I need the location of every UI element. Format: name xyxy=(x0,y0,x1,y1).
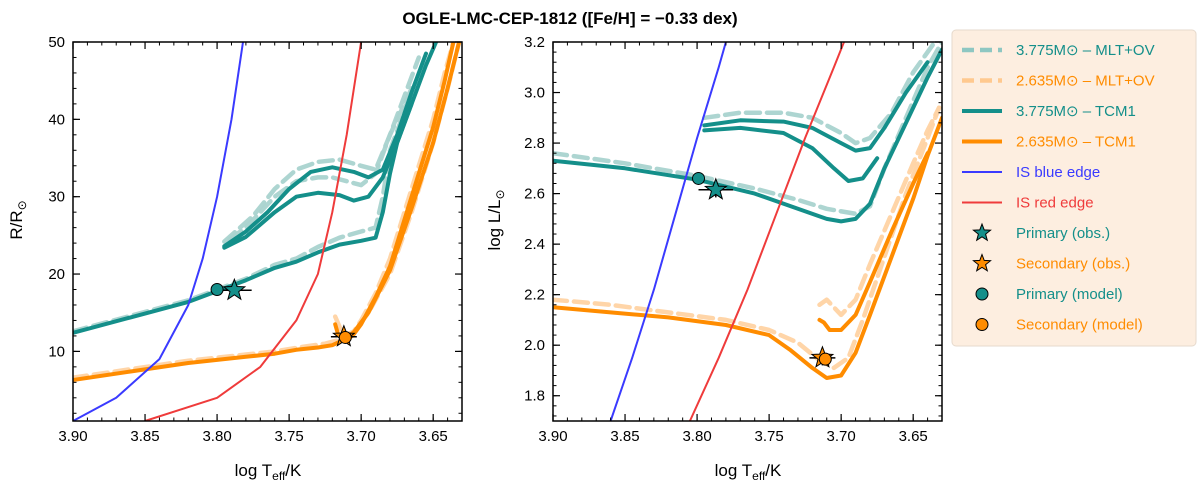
legend-label-secondary-obs: Secondary (obs.) xyxy=(1016,256,1130,273)
luminosity-ytick-label: 1.8 xyxy=(524,388,545,405)
luminosity-line-is-red-edge xyxy=(688,42,845,421)
radius-panel-ylabel: R/R⊙ xyxy=(7,200,29,239)
radius-line-3-775m-tcm1-upper xyxy=(222,51,428,249)
radius-ytick-label: 40 xyxy=(48,111,65,128)
legend-label-3-775m-tcm1: 3.775M⊙ – TCM1 xyxy=(1016,103,1136,120)
luminosity-ytick-label: 2.6 xyxy=(524,186,545,203)
radius-panel-xlabel: log Teff/K xyxy=(235,461,302,483)
radius-xtick-label: 3.70 xyxy=(347,428,376,445)
radius-series-group xyxy=(73,42,462,421)
luminosity-xtick-label: 3.70 xyxy=(827,428,856,445)
legend-frame xyxy=(951,29,1197,347)
chart-title: OGLE-LMC-CEP-1812 ([Fe/H] = −0.33 dex) xyxy=(402,9,737,28)
luminosity-line-2-635m-tcm1 xyxy=(553,115,942,380)
legend-label-is-red-edge: IS red edge xyxy=(1016,195,1094,212)
luminosity-ytick-label: 2.2 xyxy=(524,287,545,304)
radius-xtick-label: 3.85 xyxy=(130,428,159,445)
radius-xtick-label: 3.90 xyxy=(58,428,87,445)
radius-line-3-775m-mlt-ov-upper xyxy=(222,55,422,244)
luminosity-ytick-label: 2.8 xyxy=(524,135,545,152)
luminosity-xtick-label: 3.85 xyxy=(610,428,639,445)
radius-line-2-635m-mlt-ov xyxy=(73,42,462,380)
legend-label-3-775m-mlt-ov: 3.775M⊙ – MLT+OV xyxy=(1016,42,1155,59)
radius-marker-secondary-model xyxy=(338,330,352,344)
luminosity-marker-primary-model xyxy=(692,171,706,185)
luminosity-xtick-label: 3.90 xyxy=(538,428,567,445)
legend-swatch-primary-model xyxy=(975,287,989,301)
radius-ytick-label: 30 xyxy=(48,189,65,206)
luminosity-xtick-label: 3.65 xyxy=(899,428,928,445)
radius-panel: log Teff/K R/R⊙ 3.90 3.85 3.80 3.75 3.70 3.65… xyxy=(7,34,463,483)
radius-axes-frame xyxy=(72,41,463,422)
luminosity-line-3-775m-mlt-ov-loop xyxy=(702,42,938,146)
radius-line-is-red-edge xyxy=(144,42,363,421)
luminosity-marker-primary-obs xyxy=(703,177,728,200)
radius-ytick-label: 10 xyxy=(48,343,65,360)
luminosity-xtick-label: 3.75 xyxy=(755,428,784,445)
luminosity-line-2-635m-tcm1-loop xyxy=(817,151,930,332)
luminosity-ytick-label: 3.0 xyxy=(524,85,545,102)
radius-line-3-775m-mlt-ov xyxy=(73,86,414,334)
luminosity-line-2-635m-mlt-ov-loop xyxy=(817,105,942,318)
luminosity-panel-xlabel: log Teff/K xyxy=(715,461,782,483)
radius-xtick-label: 3.65 xyxy=(419,428,448,445)
luminosity-line-3-775m-tcm1-loop xyxy=(702,60,930,153)
legend-label-2-635m-tcm1: 2.635M⊙ – TCM1 xyxy=(1016,134,1136,151)
legend-label-primary-obs: Primary (obs.) xyxy=(1016,225,1110,242)
legend-label-primary-model: Primary (model) xyxy=(1016,286,1123,303)
legend-swatch-secondary-model xyxy=(975,318,989,331)
radius-line-2-635m-tcm1-loop xyxy=(333,42,456,343)
luminosity-marker-secondary-model xyxy=(818,352,832,366)
radius-marker-primary-obs xyxy=(222,277,247,301)
luminosity-axes-frame xyxy=(552,41,943,422)
legend-label-secondary-model: Secondary (model) xyxy=(1016,317,1143,334)
radius-line-is-blue-edge xyxy=(73,42,244,421)
luminosity-ytick-label: 2.4 xyxy=(524,236,545,253)
radius-ytick-label: 20 xyxy=(48,266,65,283)
luminosity-line-3-775m-mlt-ov xyxy=(553,42,942,217)
legend: 3.775M⊙ – MLT+OV 2.635M⊙ – MLT+OV 3.775M⊙ … xyxy=(951,29,1197,347)
legend-label-2-635m-mlt-ov: 2.635M⊙ – MLT+OV xyxy=(1016,73,1155,90)
luminosity-ytick-label: 2.0 xyxy=(524,337,545,354)
radius-xtick-label: 3.80 xyxy=(202,428,231,445)
luminosity-panel: log Teff/K log L/L⊙ 3.90 3.85 3.80 3.75 3.70… xyxy=(485,34,943,483)
radius-line-3-775m-tcm1-loop xyxy=(222,101,414,250)
legend-label-is-blue-edge: IS blue edge xyxy=(1016,164,1100,181)
luminosity-line-3-775m-tcm1-inner xyxy=(702,125,880,183)
radius-line-2-635m-mlt-ov-loop xyxy=(332,42,456,339)
legend-swatch-secondary-obs xyxy=(972,253,992,272)
radius-marker-primary-model xyxy=(210,283,224,297)
luminosity-line-is-blue-edge xyxy=(609,42,727,421)
luminosity-xtick-label: 3.80 xyxy=(682,428,711,445)
luminosity-panel-ylabel: log L/L⊙ xyxy=(485,189,507,250)
luminosity-line-3-775m-tcm1 xyxy=(553,47,942,224)
radius-ytick-label: 50 xyxy=(48,34,65,51)
radius-xtick-label: 3.75 xyxy=(275,428,304,445)
luminosity-series-group xyxy=(553,42,942,421)
legend-swatch-primary-obs xyxy=(972,222,992,242)
luminosity-ytick-label: 3.2 xyxy=(524,34,545,51)
